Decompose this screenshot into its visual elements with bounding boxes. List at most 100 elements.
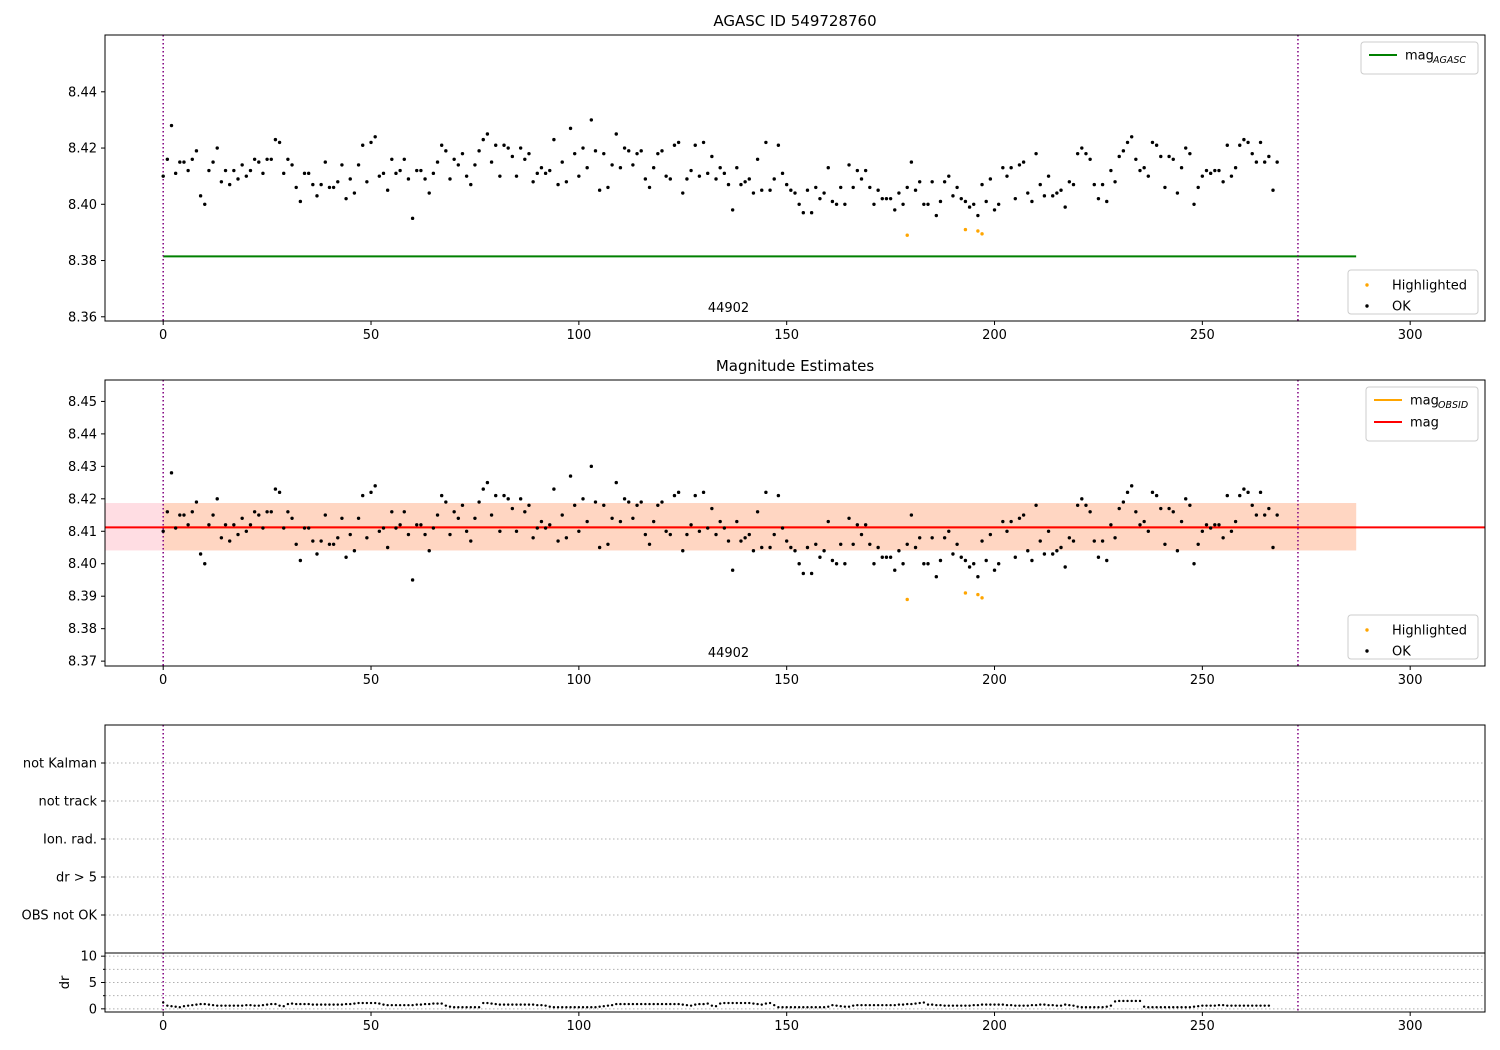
ok-point xyxy=(660,500,664,504)
dr-point xyxy=(735,1001,739,1005)
legend-label: mag xyxy=(1405,49,1434,64)
ok-point xyxy=(236,177,240,181)
dr-point xyxy=(1217,1003,1221,1007)
ok-point xyxy=(681,191,685,195)
obsid-label: 44902 xyxy=(708,301,749,316)
ok-point xyxy=(365,180,369,184)
dr-point xyxy=(918,1001,921,1005)
ok-point xyxy=(585,519,589,524)
ok-point xyxy=(331,542,336,546)
ok-point xyxy=(1063,565,1067,569)
ok-point xyxy=(747,177,751,181)
ok-point xyxy=(1267,154,1271,159)
ok-point xyxy=(1208,171,1213,176)
ok-point xyxy=(1055,191,1059,195)
dr-point xyxy=(939,1003,942,1007)
ok-point xyxy=(186,523,190,527)
ok-point xyxy=(535,171,539,176)
dr-point xyxy=(199,1002,202,1006)
dr-point xyxy=(232,1004,236,1007)
legend-box xyxy=(1360,41,1479,75)
dr-point xyxy=(186,1004,190,1007)
dr-point xyxy=(610,1003,614,1007)
dr-point xyxy=(1230,1004,1233,1007)
ok-point xyxy=(726,539,731,543)
dr-point xyxy=(619,1002,622,1006)
ok-point xyxy=(693,143,697,147)
ok-point xyxy=(1113,180,1117,184)
ok-point xyxy=(361,493,365,498)
legend-subscript: OBSID xyxy=(1438,400,1468,411)
ok-point xyxy=(676,490,681,495)
ok-point xyxy=(232,168,236,173)
dr-point xyxy=(1109,1004,1113,1007)
panel-3: not Kalman not track Ion. rad. dr > 5 OBS no… xyxy=(22,724,1486,954)
ok-point xyxy=(768,188,772,192)
ok-point xyxy=(1150,140,1155,145)
ok-point xyxy=(1225,143,1229,147)
ok-point xyxy=(327,542,332,546)
ok-point xyxy=(660,149,664,153)
ok-point xyxy=(527,503,531,508)
ok-point xyxy=(539,166,544,170)
dr-point xyxy=(1147,1006,1150,1009)
ok-point xyxy=(236,532,240,537)
dr-point xyxy=(635,1002,639,1006)
dr-point xyxy=(428,1002,431,1006)
ok-point xyxy=(269,157,273,161)
ok-point xyxy=(427,191,431,195)
panel-1: AGASC ID 549728760 44902 0 50 100 150 200 250 30… xyxy=(68,12,1486,343)
ok-point xyxy=(1163,542,1167,546)
ok-point xyxy=(435,513,440,517)
highlighted-point xyxy=(976,229,980,233)
ok-point xyxy=(572,503,577,508)
ok-point xyxy=(830,558,835,563)
x-tick-label: 100 xyxy=(566,673,591,688)
dr-point xyxy=(731,1001,734,1005)
ok-point xyxy=(290,516,294,520)
dr-point xyxy=(249,1003,252,1007)
ok-point xyxy=(415,168,419,173)
ok-point xyxy=(369,490,373,495)
ok-point xyxy=(706,526,710,530)
legend-label: Highlighted xyxy=(1392,279,1467,294)
ok-point xyxy=(1100,539,1105,543)
ok-point xyxy=(531,180,535,184)
ok-point xyxy=(1184,497,1188,501)
ok-point xyxy=(543,171,548,176)
dr-point xyxy=(286,1002,290,1006)
flag-label: not track xyxy=(38,795,97,810)
dr-point xyxy=(814,1006,817,1009)
ok-point xyxy=(282,171,286,176)
ok-point xyxy=(182,513,186,517)
ok-point xyxy=(926,202,930,206)
ok-point xyxy=(718,166,722,170)
ok-point xyxy=(967,565,972,569)
ok-point xyxy=(1167,154,1171,159)
ok-point xyxy=(306,171,311,176)
ok-point xyxy=(1138,523,1142,527)
ok-point xyxy=(934,575,939,579)
ok-point xyxy=(1075,503,1080,508)
ok-point xyxy=(834,202,839,206)
y-tick-label: 8.40 xyxy=(68,557,97,572)
ok-point xyxy=(1046,529,1051,533)
ok-point xyxy=(340,163,344,167)
ok-point xyxy=(897,191,901,195)
ok-point xyxy=(294,542,298,546)
ok-point xyxy=(277,140,282,145)
ok-point xyxy=(1067,536,1072,540)
ok-point xyxy=(502,143,506,147)
ok-point xyxy=(1042,194,1047,198)
dr-point xyxy=(806,1006,809,1009)
ok-point xyxy=(1005,529,1009,533)
ok-point xyxy=(548,523,552,527)
ok-point xyxy=(685,532,689,537)
dr-point xyxy=(1263,1004,1266,1007)
ok-point xyxy=(298,558,303,563)
ok-point xyxy=(323,160,328,164)
ok-point xyxy=(726,182,731,187)
dr-point xyxy=(955,1004,959,1007)
dr-point xyxy=(498,1003,502,1006)
ok-point xyxy=(901,202,905,206)
